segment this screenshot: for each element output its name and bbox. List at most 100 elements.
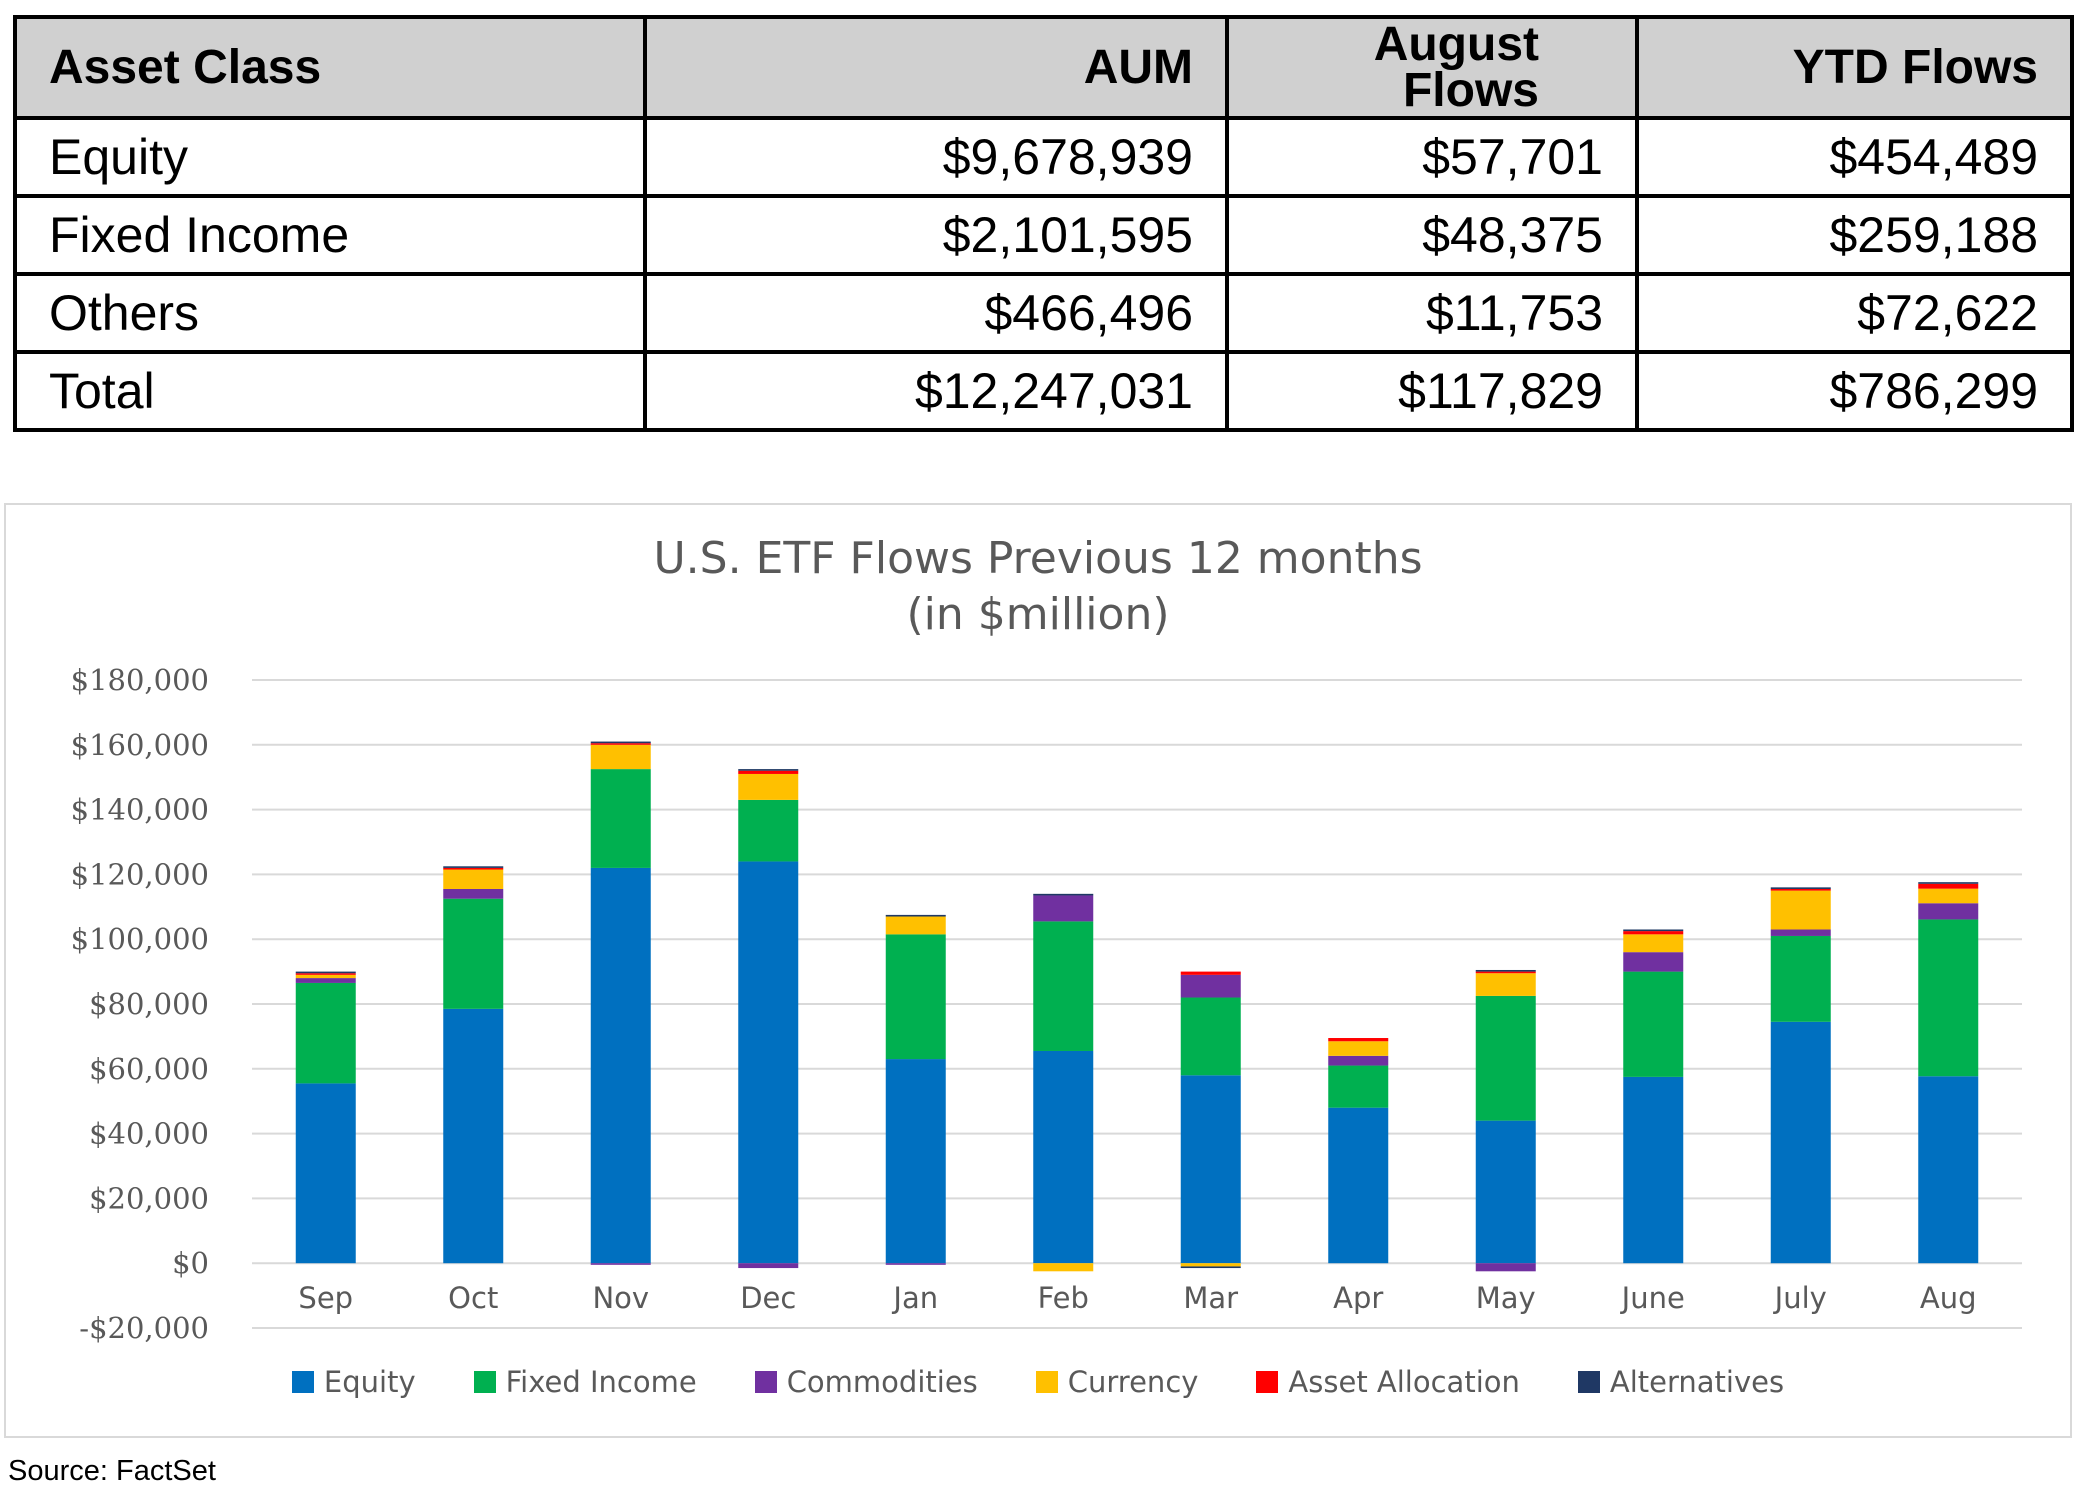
x-tick-label: July <box>1773 1281 1827 1315</box>
bar-segment-equity <box>885 1059 946 1264</box>
legend-label: Fixed Income <box>505 1365 697 1399</box>
august-flows-cell: $57,701 <box>1225 116 1639 198</box>
bar-segment-commodities <box>590 1263 651 1265</box>
row-label: Equity <box>13 116 647 198</box>
chart-subtitle: (in $million) <box>906 589 1170 640</box>
bar-segment-asset-allocation <box>590 743 651 745</box>
x-tick-label: Oct <box>448 1281 498 1315</box>
source-note: Source: FactSet <box>8 1455 216 1487</box>
row-label: Total <box>13 350 647 432</box>
legend-swatch <box>754 1371 777 1393</box>
x-tick-label: June <box>1620 1281 1685 1315</box>
bar-segment-alternatives <box>1770 887 1831 889</box>
x-tick-label: Nov <box>592 1281 649 1315</box>
legend-swatch <box>1035 1371 1058 1393</box>
bar-segment-commodities <box>1475 1263 1536 1272</box>
x-tick-label: Apr <box>1333 1281 1383 1315</box>
bar-segment-fixed-income <box>1918 919 1979 1077</box>
row-label: Fixed Income <box>13 194 647 276</box>
bar-segment-currency <box>1033 1263 1094 1272</box>
bar-segment-alternatives <box>590 741 651 744</box>
chart-title: U.S. ETF Flows Previous 12 months <box>653 533 1423 584</box>
bar-segment-asset-allocation <box>738 770 799 774</box>
august-flows-cell: $117,829 <box>1225 350 1639 432</box>
bar-segment-asset-allocation <box>1180 971 1241 975</box>
bar-segment-fixed-income <box>738 799 799 862</box>
legend-item: Asset Allocation <box>1256 1365 1520 1399</box>
bar-segment-alternatives <box>1475 969 1536 972</box>
bar-segment-equity <box>1918 1076 1979 1264</box>
bar-segment-currency <box>738 773 799 800</box>
bar-segment-equity <box>1033 1050 1094 1264</box>
bar-segment-currency <box>295 974 356 979</box>
aum-cell: $466,496 <box>643 272 1229 354</box>
bar-segment-commodities <box>295 978 356 983</box>
y-tick-label: $80,000 <box>89 987 209 1021</box>
legend-label: Commodities <box>786 1365 978 1399</box>
aum-cell: $12,247,031 <box>643 350 1229 432</box>
bar-segment-asset-allocation <box>1328 1038 1389 1042</box>
bar-segment-fixed-income <box>1475 995 1536 1121</box>
bar-segment-commodities <box>738 1263 799 1269</box>
august-flows-cell: $48,375 <box>1225 194 1639 276</box>
ytd-flows-cell: $72,622 <box>1635 272 2074 354</box>
x-tick-label: Jan <box>891 1281 938 1315</box>
y-tick-label: $40,000 <box>89 1117 209 1151</box>
bar-segment-currency <box>443 869 504 889</box>
bar-segment-alternatives <box>1918 882 1979 884</box>
bar-segment-asset-allocation <box>1770 888 1831 891</box>
y-tick-label: $100,000 <box>71 922 209 956</box>
header-august-flows: August Flows <box>1225 15 1639 120</box>
legend-swatch <box>1256 1371 1279 1393</box>
bar-segment-currency <box>1328 1041 1389 1056</box>
x-tick-label: Dec <box>740 1281 796 1315</box>
ytd-flows-cell: $786,299 <box>1635 350 2074 432</box>
header-ytd-flows: YTD Flows <box>1635 15 2074 120</box>
bar-segment-equity <box>1180 1075 1241 1264</box>
bar-segment-alternatives <box>1180 1266 1241 1269</box>
bar-segment-alternatives <box>885 914 946 917</box>
header-asset-class: Asset Class <box>13 15 647 120</box>
bar-segment-currency <box>1180 1263 1241 1267</box>
bar-segment-fixed-income <box>1328 1065 1389 1108</box>
bar-segment-currency <box>590 744 651 770</box>
ytd-flows-cell: $454,489 <box>1635 116 2074 198</box>
legend-label: Equity <box>323 1365 416 1399</box>
legend-swatch <box>473 1371 496 1393</box>
bar-segment-commodities <box>1180 974 1241 998</box>
legend-label: Asset Allocation <box>1288 1365 1520 1399</box>
bar-segment-equity <box>1475 1120 1536 1264</box>
bar-segment-equity <box>295 1083 356 1264</box>
row-label: Others <box>13 272 647 354</box>
bar-segment-asset-allocation <box>443 867 504 870</box>
x-tick-label: Aug <box>1920 1281 1977 1315</box>
bar-segment-currency <box>1918 888 1979 904</box>
bar-segment-fixed-income <box>590 769 651 868</box>
bar-segment-fixed-income <box>1033 921 1094 1051</box>
x-tick-label: May <box>1476 1281 1536 1315</box>
table-row: Fixed Income $2,101,595 $48,375 $259,188 <box>13 194 2074 276</box>
bar-segment-currency <box>1475 973 1536 996</box>
x-tick-label: Sep <box>298 1281 353 1315</box>
bar-segment-asset-allocation <box>1623 931 1684 935</box>
bar-segment-commodities <box>443 888 504 899</box>
bar-segment-fixed-income <box>295 982 356 1084</box>
y-tick-label: $20,000 <box>89 1181 209 1215</box>
bar-segment-currency <box>885 916 946 935</box>
bar-segment-asset-allocation <box>295 973 356 975</box>
table-row: Equity $9,678,939 $57,701 $454,489 <box>13 116 2074 198</box>
x-tick-label: Mar <box>1183 1281 1238 1315</box>
bar-segment-commodities <box>885 1263 946 1265</box>
y-tick-label: -$20,000 <box>79 1311 209 1345</box>
bar-segment-fixed-income <box>1770 935 1831 1022</box>
etf-flows-chart: U.S. ETF Flows Previous 12 months (in $m… <box>4 503 2072 1438</box>
bar-segment-fixed-income <box>1180 997 1241 1076</box>
bar-segment-currency <box>1623 934 1684 953</box>
bar-segment-currency <box>1770 890 1831 930</box>
legend-item: Fixed Income <box>473 1365 697 1399</box>
bar-segment-equity <box>1623 1076 1684 1264</box>
bar-segment-equity <box>590 867 651 1264</box>
bar-segment-equity <box>443 1008 504 1264</box>
august-flows-cell: $11,753 <box>1225 272 1639 354</box>
bar-segment-alternatives <box>1623 929 1684 932</box>
